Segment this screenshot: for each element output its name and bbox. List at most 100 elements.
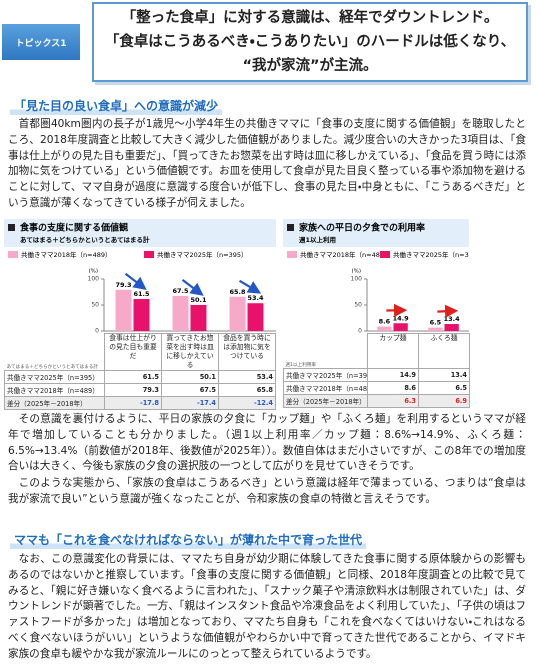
legend-swatch xyxy=(144,251,154,258)
title-band xyxy=(283,219,469,247)
table-value: -17.8 xyxy=(104,396,162,410)
trend-arrow xyxy=(181,279,204,296)
data-table: あてはまる＋どちらかというとあてはまる計 食事は仕上がりの見た目も重要だ 買ってきた… xyxy=(4,333,276,410)
chart-title: 家族への平日の夕食での利用率 xyxy=(299,222,425,234)
category-label: ふくろ麺 xyxy=(418,333,470,369)
table-value: -17.4 xyxy=(161,396,219,410)
legend-label: 共働きママ2025年（n=395） xyxy=(393,250,469,259)
value-label: 65.8 xyxy=(229,288,246,296)
table-value: 6.9 xyxy=(418,394,470,408)
table-value: 61.5 xyxy=(104,370,162,384)
axis-note: あてはまる＋どちらかというとあてはまる計 xyxy=(4,333,105,371)
data-table: 週1以上利用率カップ麺ふくろ麺共働きママ2025年（n=395）14.913.4… xyxy=(283,333,470,408)
row-label: 共働きママ2018年（n=489） xyxy=(283,381,368,395)
table-value: 6.5 xyxy=(418,381,470,395)
table-value: 6.3 xyxy=(367,394,419,408)
table-value: 50.1 xyxy=(161,370,219,384)
value-label: 79.3 xyxy=(115,281,131,289)
title-line: “我が家流”が主流。 xyxy=(242,58,378,74)
axis-note: 週1以上利用率 xyxy=(283,333,368,369)
table-row: 差分（2025年－2018年） 6.3 6.9 xyxy=(283,394,470,408)
table-value: 79.3 xyxy=(104,383,162,397)
legend-swatch xyxy=(8,251,18,258)
value-label: 14.9 xyxy=(393,314,410,322)
table-row: 共働きママ2018年（n=489）8.66.5 xyxy=(283,381,470,395)
chart-subtitle: あてはまる＋どちらかというとあてはまる計 xyxy=(20,235,150,244)
y-tick-label: 0 xyxy=(95,328,99,334)
row-label: 差分（2025年－2018年） xyxy=(283,394,368,408)
title-box: 「整った食卓」に対する意識は、経年でダウントレンド。 「食卓はこうあるべき・こう… xyxy=(92,2,528,82)
bar xyxy=(444,324,459,331)
trend-arrow xyxy=(437,304,459,318)
legend-swatch xyxy=(287,251,297,258)
table-row: 共働きママ2018年（n=489） 79.3 67.5 65.8 xyxy=(4,383,276,397)
chart-title: 食事の支度に関する価値観 xyxy=(19,222,128,234)
row-label: 共働きママ2025年（n=395） xyxy=(4,370,105,384)
title-line: 「整った食卓」に対する意識は、経年でダウントレンド。 xyxy=(121,10,499,26)
value-label: 67.5 xyxy=(172,287,189,295)
paragraph: このような実態から、「家族の食卓はこうあるべき」という意識は経年で薄まっている、… xyxy=(8,477,526,505)
paragraph: その意識を裏付けるように、平日の家族の夕食に「カップ麺」や「ふくろ麺」を利用する… xyxy=(8,413,526,473)
legend-label: 共働きママ2018年（n=489） xyxy=(300,250,391,259)
legend-swatch xyxy=(380,251,390,258)
category-row: 週1以上利用率 カップ麺 ふくろ麺 xyxy=(283,333,470,369)
category-row: あてはまる＋どちらかというとあてはまる計 食事は仕上がりの見た目も重要だ 買ってきた… xyxy=(4,333,276,371)
section-heading: 「見た目の良い食卓」への意識が減少 xyxy=(10,97,223,115)
table-value: 14.9 xyxy=(367,368,419,382)
trend-arrow xyxy=(238,279,262,294)
table-row: 共働きママ2025年（n=395） 61.5 50.1 53.4 xyxy=(4,370,276,384)
chart: 食事の支度に関する価値観 あてはまる＋どちらかというとあてはまる計 共働きママ201… xyxy=(4,219,276,411)
value-label: 53.4 xyxy=(247,294,264,302)
paragraph: 首都圏40km圏内の長子が1歳児～小学4年生の共働きママに「食事の支度に関する価… xyxy=(8,118,526,209)
bar xyxy=(172,295,189,331)
table-value: 8.6 xyxy=(367,381,419,395)
table-value: 13.4 xyxy=(418,368,470,382)
bar xyxy=(393,323,408,331)
chart-plot: 食事の支度に関する価値観あてはまる＋どちらかというとあてはまる計共働きママ201… xyxy=(4,219,276,333)
paragraph: なお、この意識変化の背景には、ママたち自身が幼少期に体験してきた食事に関する原体… xyxy=(8,553,526,660)
table-value: 65.8 xyxy=(218,383,276,397)
chart: 家族への平日の夕食での利用率 週1以上利用 共働きママ2018年（n=489） 共働き… xyxy=(283,219,470,411)
y-tick-label: 100 xyxy=(88,276,100,283)
y-tick-label: 0 xyxy=(358,328,362,334)
bar xyxy=(229,296,246,331)
category-label: 食事は仕上がりの見た目も重要だ xyxy=(104,333,162,371)
value-label: 50.1 xyxy=(190,296,207,304)
bar xyxy=(247,303,264,331)
value-label: 6.5 xyxy=(430,319,442,327)
y-tick-label: 50 xyxy=(354,302,362,309)
unit-label: (%) xyxy=(351,269,361,275)
legend-label: 共働きママ2018年（n=489） xyxy=(21,250,112,259)
legend-label: 共働きママ2025年（n=395） xyxy=(157,250,248,259)
trend-arrow xyxy=(124,272,147,291)
row-label: 差分（2025年－2018年） xyxy=(4,396,105,410)
row-label: 共働きママ2018年（n=489） xyxy=(4,383,105,397)
table-value: 53.4 xyxy=(218,370,276,384)
title-band xyxy=(4,219,276,247)
title-bullet xyxy=(8,224,15,231)
table-row: 共働きママ2025年（n=395）14.913.4 xyxy=(283,368,470,382)
unit-label: (%) xyxy=(88,269,98,275)
bar xyxy=(133,299,150,331)
row-label: 共働きママ2025年（n=395） xyxy=(283,368,368,382)
y-tick-label: 50 xyxy=(91,302,99,309)
title-bullet xyxy=(287,224,294,231)
y-tick-label: 100 xyxy=(351,276,363,283)
table-row: 差分（2025年－2018年） -17.8 -17.4 -12.4 xyxy=(4,396,276,410)
category-label: 買ってきたお惣菜を出す時は皿に移しかえている xyxy=(161,333,219,371)
category-label: 食品を買う時には添加物に気をつけている xyxy=(218,333,276,371)
table-value: 67.5 xyxy=(161,383,219,397)
bar xyxy=(115,289,132,331)
value-label: 61.5 xyxy=(133,290,150,298)
bar xyxy=(428,327,443,331)
category-label: カップ麺 xyxy=(367,333,419,369)
value-label: 13.4 xyxy=(444,315,461,323)
topic-label: トピックス1 xyxy=(2,24,80,60)
bar xyxy=(190,304,207,331)
bar xyxy=(377,326,392,331)
section-heading: ママも「これを食べなければならない」が薄れた中で育った世代 xyxy=(10,531,367,549)
chart-subtitle: 週1以上利用 xyxy=(299,235,336,244)
title-line: 「食卓はこうあるべき・こうありたい」のハードルは低くなり、 xyxy=(104,34,516,50)
